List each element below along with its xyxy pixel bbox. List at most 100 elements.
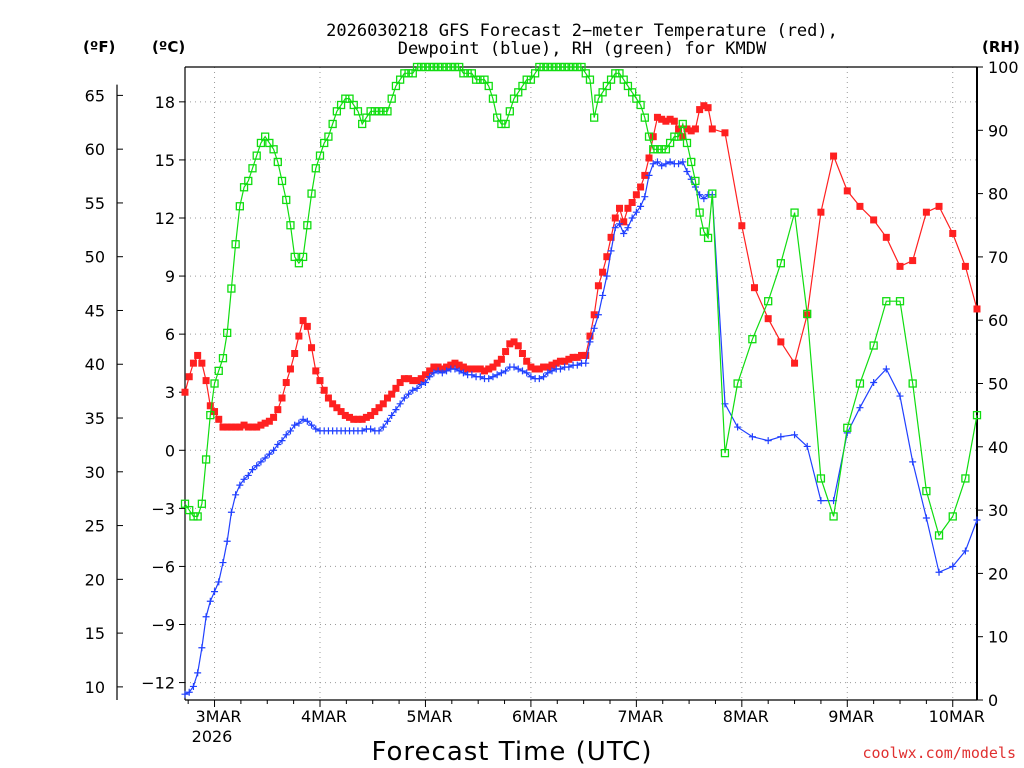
rh-point (383, 107, 392, 116)
rh-point (336, 100, 346, 110)
dewpoint-point (922, 514, 930, 522)
rh-point (471, 75, 481, 84)
temperature-point (573, 353, 581, 361)
temperature-point (670, 117, 678, 125)
dewpoint-point (582, 359, 590, 367)
dewpoint-point (232, 491, 240, 499)
rh-point (636, 100, 645, 110)
dewpoint-point (261, 454, 269, 462)
rh-point (720, 448, 730, 458)
temperature-point (514, 342, 522, 350)
temperature-point (510, 338, 518, 346)
temperature-point (417, 375, 425, 383)
temperature-point (324, 394, 332, 402)
rh-point (307, 189, 316, 198)
rh-point (493, 113, 502, 122)
rh-tick-label: 30 (988, 501, 1008, 520)
rh-point (455, 62, 464, 72)
temperature-point (502, 348, 510, 356)
rh-point (298, 252, 308, 262)
rh-point (180, 499, 190, 508)
dewpoint-point (202, 613, 210, 621)
rh-tick-label: 70 (988, 248, 1008, 267)
temperature-point (329, 400, 337, 408)
rh-point (488, 94, 498, 103)
temperature-point (409, 377, 417, 385)
dewpoint-point (189, 682, 197, 690)
temperature-point (658, 115, 666, 123)
temperature-point (586, 332, 594, 340)
rh-point (581, 69, 590, 78)
dewpoint-point (620, 229, 628, 237)
dewpoint-point (430, 369, 438, 377)
dewpoint-point (632, 208, 640, 216)
chart-title-line2: Dewpoint (blue), RH (green) for KMDW (398, 39, 767, 59)
dewpoint-point (489, 373, 497, 381)
rh-point (670, 132, 679, 141)
rh-point (450, 62, 460, 72)
rh-point (606, 75, 616, 84)
temperature-point (227, 423, 235, 431)
rh-point (256, 138, 266, 148)
x-axis-title: Forecast Time (UTC) (371, 737, 652, 767)
temperature-point (489, 363, 497, 371)
rh-point (269, 145, 278, 154)
dewpoint-point (675, 160, 683, 168)
temperature-point (333, 404, 341, 412)
dewpoint-point (594, 311, 602, 319)
temperature-point (578, 351, 586, 359)
rh-point (286, 221, 295, 230)
rh-point (421, 62, 430, 72)
temperature-point (476, 365, 484, 373)
dewpoint-point (379, 423, 387, 431)
rh-point (505, 107, 514, 116)
dewpoint-point (896, 392, 904, 400)
f-tick-label: 35 (85, 409, 105, 428)
dewpoint-point (240, 475, 248, 483)
rh-point (349, 100, 358, 110)
rh-point (223, 328, 232, 338)
rh-tick-label: 10 (988, 628, 1008, 647)
rh-point (644, 132, 654, 141)
f-tick-label: 15 (85, 624, 105, 643)
dewpoint-point (870, 379, 878, 387)
dewpoint-point (181, 690, 189, 698)
rh-point (518, 81, 527, 91)
dewpoint-point (198, 644, 206, 652)
dewpoint-point (641, 193, 649, 201)
dewpoint-point (607, 247, 615, 255)
temperature-point (641, 171, 649, 179)
dewpoint-point (973, 516, 981, 524)
temperature-point (367, 411, 375, 419)
dewpoint-point (603, 272, 611, 280)
dewpoint-point (206, 597, 214, 605)
dewpoint-point (611, 224, 619, 232)
c-tick-label: 0 (165, 441, 175, 460)
temperature-point (232, 423, 240, 431)
temperature-point (443, 363, 451, 371)
rh-point (189, 512, 198, 521)
credit-link[interactable]: coolwx.com/models (862, 744, 1016, 762)
f-tick-label: 40 (85, 355, 105, 374)
temperature-point (236, 423, 244, 431)
rh-point (640, 113, 649, 122)
c-tick-label: −6 (151, 557, 175, 576)
rh-point (210, 379, 219, 388)
rh-point (514, 88, 523, 97)
temperature-point (653, 113, 661, 121)
dewpoint-point (367, 425, 375, 433)
temperature-point (856, 202, 864, 210)
rh-point (678, 119, 687, 129)
dewpoint-point (791, 431, 799, 439)
rh-point (353, 107, 363, 116)
dewpoint-point (223, 537, 231, 545)
temperature-point (909, 257, 917, 265)
x-tick-label: 4MAR (301, 707, 347, 726)
rh-point (273, 157, 282, 167)
rh-point (282, 195, 291, 205)
temperature-point (362, 413, 370, 421)
temperature-point (637, 183, 645, 191)
rh-point (522, 75, 531, 84)
